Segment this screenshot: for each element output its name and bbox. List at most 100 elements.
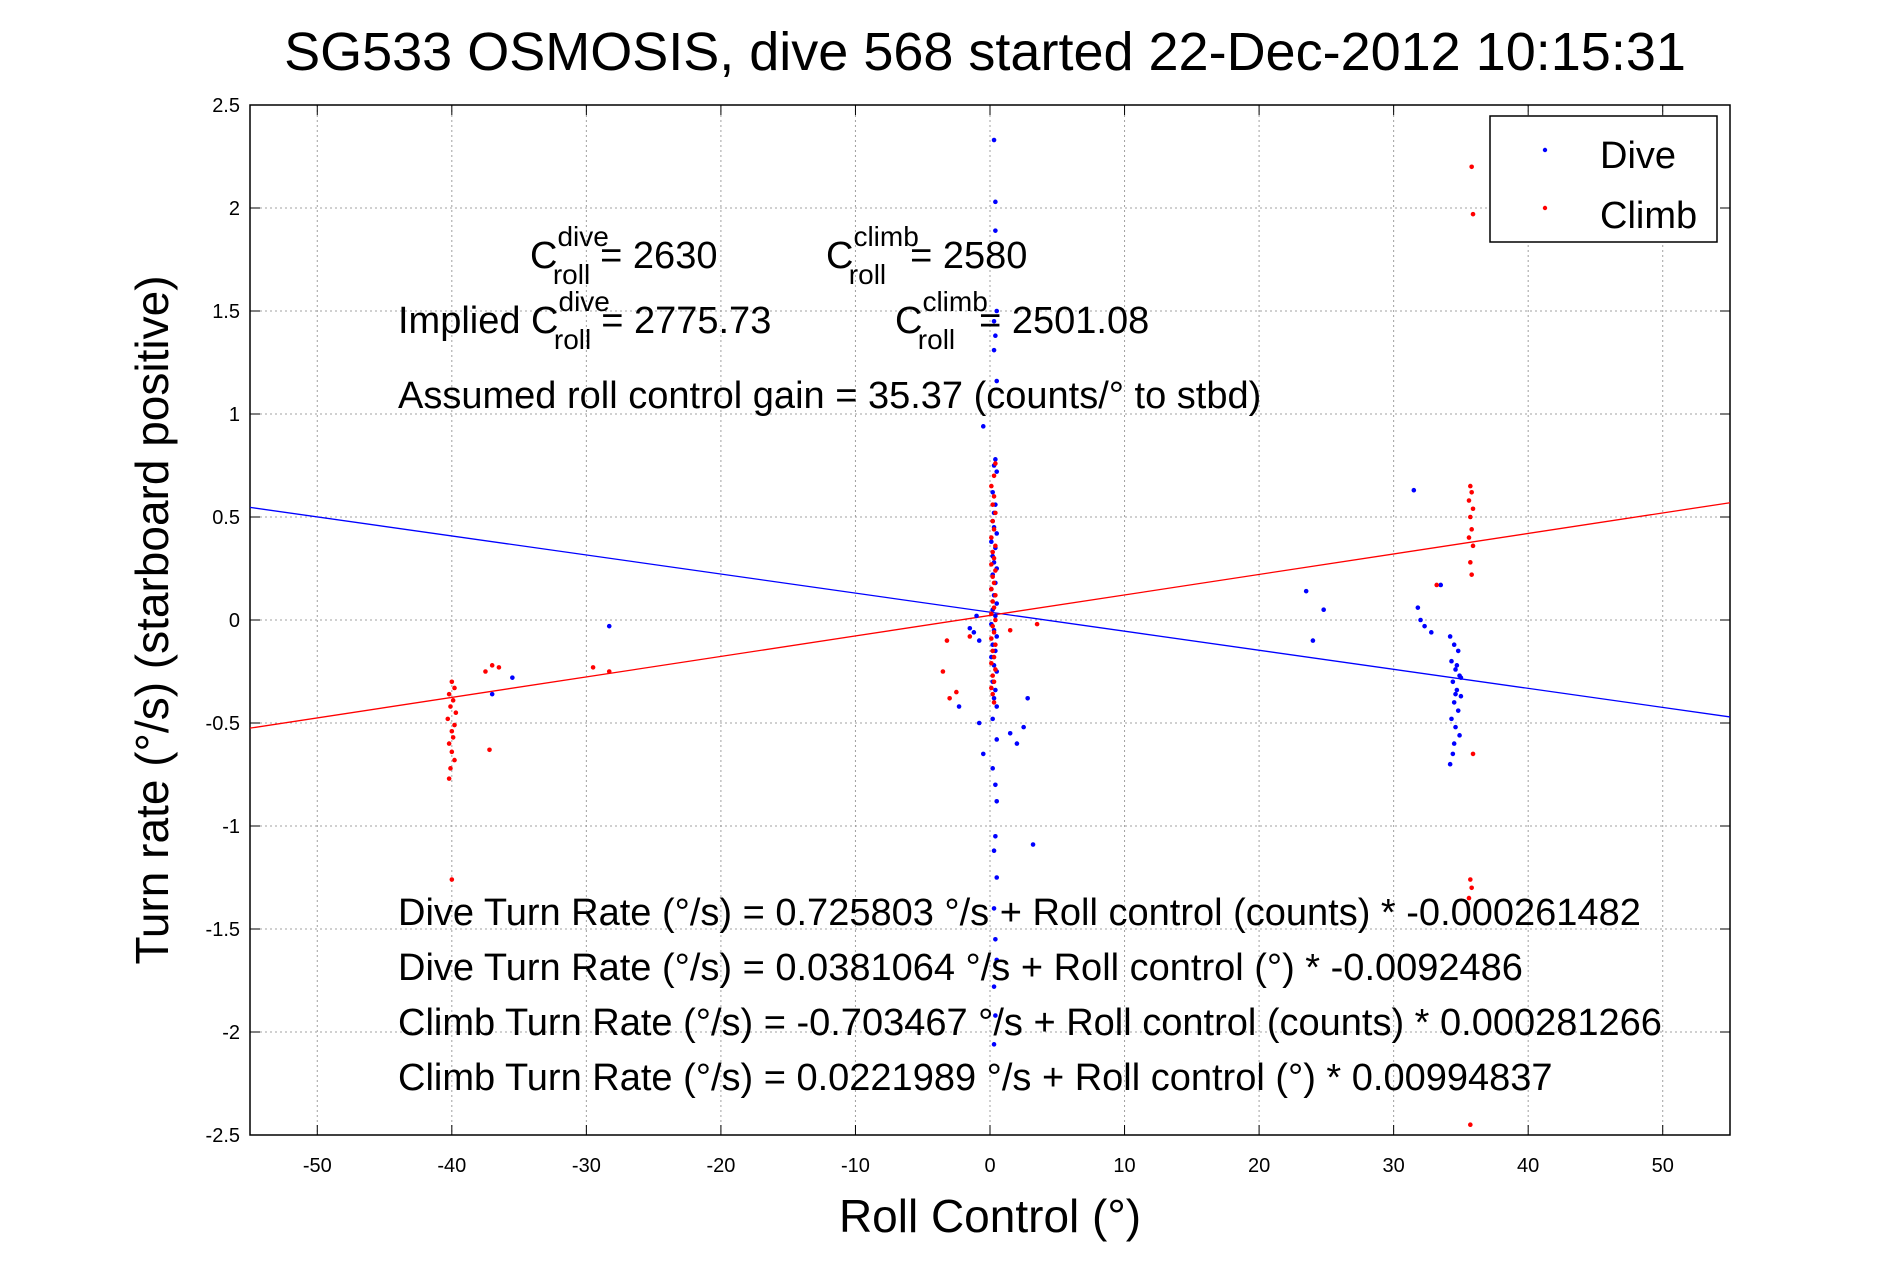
climb-point bbox=[487, 747, 492, 753]
climb-point bbox=[989, 636, 994, 641]
climb-point bbox=[446, 741, 452, 746]
dive-point bbox=[510, 675, 515, 680]
dive-point bbox=[991, 137, 997, 143]
dive-point bbox=[1025, 695, 1030, 701]
climb-point bbox=[989, 685, 994, 691]
dive-point bbox=[993, 782, 998, 788]
y-tick-label: 0.5 bbox=[212, 507, 240, 529]
x-tick-label: 10 bbox=[1113, 1155, 1135, 1177]
annotations: Cdive roll = 2630 Cclimb roll = 2580 Implied… bbox=[398, 221, 1662, 1099]
dive-point bbox=[1458, 693, 1464, 699]
climb-point bbox=[989, 660, 994, 666]
climb-point bbox=[448, 704, 453, 709]
dive-point bbox=[1453, 724, 1458, 730]
dive-point bbox=[1453, 691, 1458, 697]
data-points bbox=[445, 137, 1476, 1127]
climb-point bbox=[993, 617, 998, 623]
climb-point bbox=[990, 502, 995, 507]
dive-point bbox=[976, 720, 982, 726]
climb-point bbox=[993, 510, 998, 516]
legend-climb-dot bbox=[1542, 205, 1548, 211]
dive-point bbox=[1454, 663, 1460, 668]
dive-point bbox=[993, 937, 998, 942]
climb-point bbox=[1468, 877, 1473, 882]
climb-point bbox=[446, 776, 452, 781]
dive-point bbox=[1303, 588, 1309, 594]
climb-point bbox=[1468, 1122, 1473, 1127]
dive-point bbox=[994, 308, 1000, 314]
climb-point bbox=[1466, 498, 1472, 503]
dive-point bbox=[990, 489, 995, 495]
climb-point bbox=[449, 728, 455, 734]
y-tick-label: -1 bbox=[222, 816, 240, 838]
climb-equation-counts: Climb Turn Rate (°/s) = -0.703467 °/s + … bbox=[398, 1002, 1662, 1044]
dive-point bbox=[1021, 724, 1026, 730]
climb-point bbox=[990, 518, 995, 524]
climb-point bbox=[993, 592, 998, 598]
climb-point bbox=[989, 562, 994, 567]
dive-point bbox=[1454, 687, 1460, 693]
climb-point bbox=[1470, 211, 1476, 217]
dive-point bbox=[991, 848, 997, 854]
dive-point bbox=[1438, 582, 1444, 588]
x-tick-label: -50 bbox=[303, 1155, 332, 1177]
climb-point bbox=[991, 527, 997, 532]
y-tick-label: -0.5 bbox=[206, 713, 240, 735]
dive-point bbox=[1451, 741, 1457, 746]
dive-point bbox=[994, 378, 1000, 384]
dive-equation-degrees: Dive Turn Rate (°/s) = 0.0381064 °/s + R… bbox=[398, 947, 1523, 989]
dive-point bbox=[1453, 667, 1458, 672]
climb-point bbox=[993, 667, 998, 672]
climb-point bbox=[991, 630, 997, 635]
dive-point bbox=[980, 424, 986, 429]
dive-point bbox=[967, 625, 973, 631]
dive-point bbox=[976, 638, 982, 643]
climb-point bbox=[1466, 895, 1472, 901]
dive-point bbox=[993, 333, 998, 339]
x-axis-label: Roll Control (°) bbox=[839, 1190, 1141, 1242]
climb-point bbox=[1470, 543, 1476, 549]
dive-equation-counts: Dive Turn Rate (°/s) = 0.725803 °/s + Ro… bbox=[398, 892, 1641, 934]
climb-point bbox=[450, 698, 456, 703]
dive-point bbox=[989, 539, 994, 545]
dive-point bbox=[991, 319, 997, 324]
dive-point bbox=[1451, 642, 1457, 648]
climb-point bbox=[1468, 483, 1473, 489]
implied-c-roll-dive: Implied Cdive roll = 2775.73 bbox=[398, 286, 771, 355]
climb-point bbox=[453, 710, 459, 715]
dive-point bbox=[994, 531, 1000, 536]
climb-point bbox=[947, 695, 952, 701]
climb-point bbox=[449, 679, 455, 685]
y-tick-label: 0 bbox=[229, 610, 240, 632]
dive-point bbox=[994, 798, 1000, 804]
x-tick-label: -10 bbox=[841, 1155, 870, 1177]
c-roll-climb: Cclimb roll = 2580 bbox=[826, 221, 1027, 290]
climb-point bbox=[944, 638, 950, 643]
dive-point bbox=[1030, 842, 1036, 847]
climb-point bbox=[991, 654, 997, 660]
climb-point bbox=[990, 623, 995, 629]
legend-dive-label: Dive bbox=[1600, 135, 1676, 177]
dive-point bbox=[993, 687, 998, 693]
climb-point bbox=[993, 461, 998, 466]
dive-point bbox=[1450, 751, 1456, 757]
climb-point bbox=[991, 700, 997, 705]
dive-point bbox=[974, 613, 979, 619]
y-tick-label: -1.5 bbox=[206, 919, 240, 941]
dive-point bbox=[1418, 617, 1423, 623]
dive-point bbox=[993, 834, 998, 839]
dive-point bbox=[993, 613, 998, 619]
climb-point bbox=[967, 634, 973, 639]
x-tick-label: 40 bbox=[1517, 1155, 1539, 1177]
dive-point bbox=[994, 875, 1000, 880]
legend: Dive Climb bbox=[1489, 115, 1718, 243]
dive-point bbox=[1455, 708, 1461, 713]
y-tick-label: -2.5 bbox=[206, 1125, 240, 1147]
climb-point bbox=[993, 642, 998, 648]
dive-point bbox=[990, 716, 995, 722]
climb-point bbox=[990, 691, 995, 697]
dive-point bbox=[489, 691, 495, 697]
dive-point bbox=[1449, 716, 1454, 722]
y-tick-label: 1 bbox=[229, 404, 240, 426]
dive-point bbox=[956, 704, 962, 709]
